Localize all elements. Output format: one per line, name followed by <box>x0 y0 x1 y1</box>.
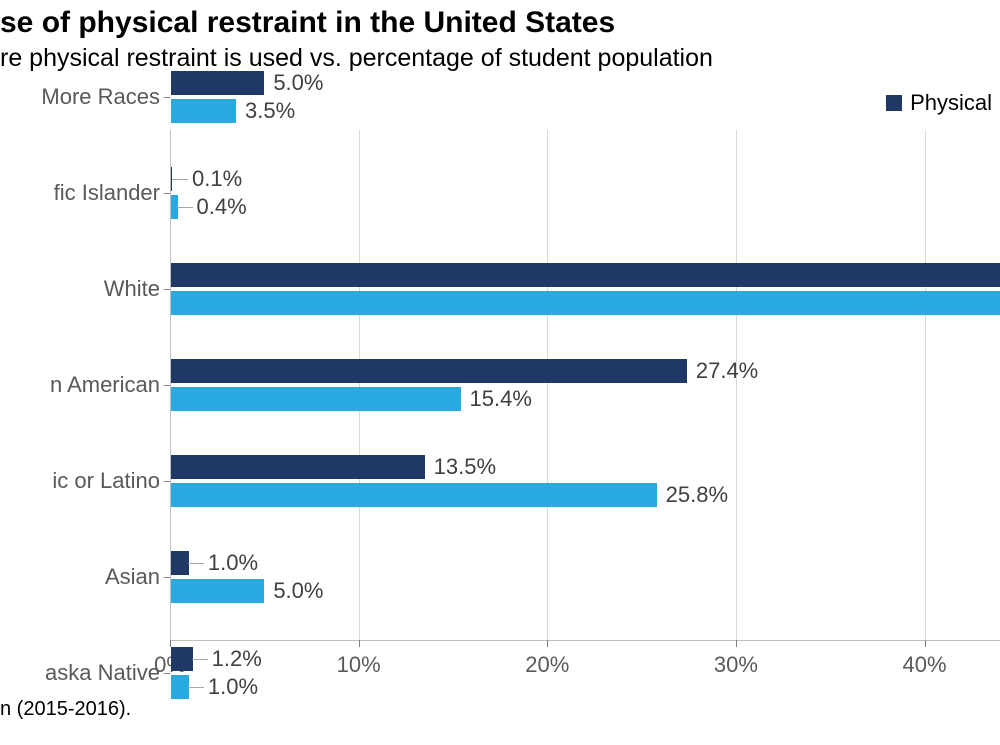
x-tick <box>736 640 737 647</box>
chart-container: se of physical restraint in the United S… <box>0 0 1000 745</box>
value-label: 27.4% <box>696 358 758 384</box>
value-label: 0.1% <box>192 166 242 192</box>
category-label: aska Native <box>45 660 160 686</box>
y-tick <box>164 481 170 482</box>
x-tick-label: 30% <box>714 652 758 678</box>
bar-physical <box>171 455 425 479</box>
source-text: n (2015-2016). <box>0 698 131 721</box>
gridline <box>547 130 548 640</box>
value-label: 15.4% <box>470 386 532 412</box>
chart-title: se of physical restraint in the United S… <box>0 6 615 40</box>
value-label: 13.5% <box>434 454 496 480</box>
bar-population <box>171 579 264 603</box>
bar-physical <box>171 263 1000 287</box>
category-label: ic or Latino <box>52 468 160 494</box>
category-label: n American <box>50 372 160 398</box>
bar-physical <box>171 551 189 575</box>
bar-population <box>171 99 236 123</box>
leader-line <box>172 179 188 180</box>
category-label: Asian <box>105 564 160 590</box>
bar-physical <box>171 71 264 95</box>
value-label: 0.4% <box>197 194 247 220</box>
bar-physical <box>171 359 687 383</box>
x-tick <box>547 640 548 647</box>
gridline <box>925 130 926 640</box>
y-tick <box>164 673 170 674</box>
x-tick <box>925 640 926 647</box>
value-label: 5.0% <box>273 70 323 96</box>
x-tick-label: 10% <box>337 652 381 678</box>
y-tick <box>164 97 170 98</box>
value-label: 5.0% <box>273 578 323 604</box>
bar-population <box>171 291 1000 315</box>
gridline <box>736 130 737 640</box>
x-tick <box>170 640 171 647</box>
bar-population <box>171 483 657 507</box>
x-tick-label: 20% <box>525 652 569 678</box>
leader-line <box>188 563 204 564</box>
category-label: White <box>104 276 160 302</box>
x-tick <box>359 640 360 647</box>
leader-line <box>188 687 204 688</box>
legend: Physical <box>886 90 992 116</box>
chart-subtitle: re physical restraint is used vs. percen… <box>0 44 713 73</box>
plot-area: 0%10%20%30%40%5.0%3.5%0.1%0.4%27.4%15.4%… <box>170 130 1000 640</box>
x-tick-label: 40% <box>903 652 947 678</box>
y-tick <box>164 385 170 386</box>
y-tick <box>164 289 170 290</box>
x-axis-line <box>170 640 1000 641</box>
category-label: fic Islander <box>54 180 160 206</box>
legend-swatch-1 <box>886 95 902 111</box>
value-label: 3.5% <box>245 98 295 124</box>
leader-line <box>192 659 208 660</box>
value-label: 1.0% <box>208 674 258 700</box>
legend-label-1: Physical <box>910 90 992 116</box>
value-label: 1.2% <box>212 646 262 672</box>
bar-population <box>171 387 461 411</box>
y-tick <box>164 577 170 578</box>
bar-physical <box>171 647 193 671</box>
bar-population <box>171 675 189 699</box>
leader-line <box>177 207 193 208</box>
y-tick <box>164 193 170 194</box>
category-label: More Races <box>41 84 160 110</box>
value-label: 25.8% <box>666 482 728 508</box>
value-label: 1.0% <box>208 550 258 576</box>
gridline <box>359 130 360 640</box>
